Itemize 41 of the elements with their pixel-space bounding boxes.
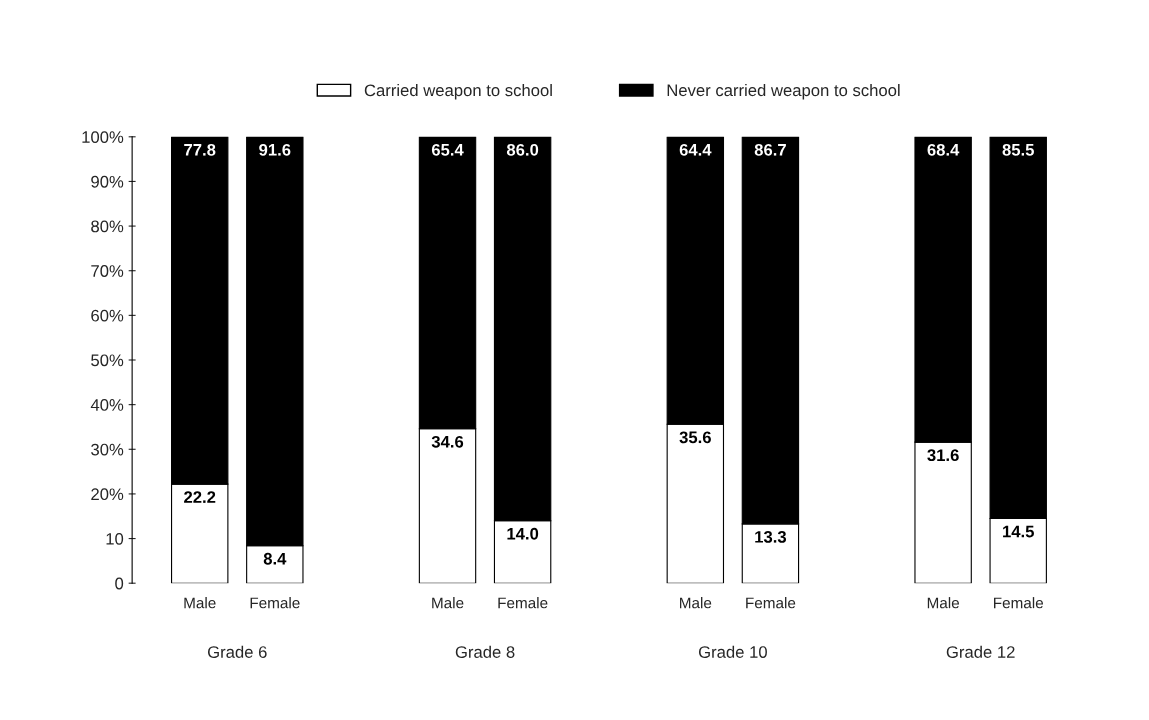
y-tick-label: 100%: [82, 131, 124, 143]
x-tick-label: Male: [432, 597, 464, 609]
data-label: 34.6: [431, 435, 464, 448]
y-tick-label: 0: [115, 577, 124, 590]
y-tick-label: 40%: [90, 399, 124, 411]
data-label: 22.2: [184, 491, 216, 503]
x-tick-label: Male: [184, 597, 216, 609]
text: Grade 12: [946, 645, 1015, 658]
x-tick-label: Female: [250, 597, 300, 609]
data-label: 65.4: [431, 143, 464, 156]
data-label: 86.7: [754, 143, 786, 156]
y-tick-label: 20%: [91, 488, 124, 501]
data-label: 13.3: [755, 530, 787, 543]
x-tick-label: Female: [994, 597, 1044, 609]
y-tick-label: 30%: [91, 443, 124, 456]
data-label: 31.6: [927, 449, 959, 462]
y-tick-label: 50%: [91, 354, 124, 367]
data-label: 91.6: [259, 143, 291, 156]
x-tick-label: Male: [680, 597, 712, 609]
y-tick-label: 10: [106, 532, 124, 545]
data-label: 68.4: [927, 143, 960, 156]
x-tick-label: Female: [498, 597, 548, 609]
y-tick-label: 60%: [91, 309, 124, 322]
data-label: 14.0: [507, 527, 539, 540]
data-label: 64.4: [679, 143, 712, 156]
data-label: 86.0: [506, 143, 539, 156]
legend-label: Never carried weapon to school: [667, 83, 900, 100]
data-label: 77.8: [184, 143, 216, 156]
y-tick-label: 70%: [91, 265, 124, 277]
data-label: 8.4: [263, 552, 287, 565]
legend-label: Carried weapon to school: [364, 83, 552, 100]
data-label: 14.5: [1003, 525, 1034, 538]
text: Grade 6: [207, 645, 267, 658]
data-label: 85.5: [1002, 143, 1034, 156]
text: Grade 10: [698, 645, 767, 658]
y-tick-label: 90%: [91, 175, 124, 188]
x-tick-label: Female: [746, 597, 796, 609]
y-tick-label: 80%: [91, 220, 124, 233]
x-tick-label: Male: [927, 597, 960, 609]
text: Grade 8: [455, 645, 515, 658]
data-label: 35.6: [679, 431, 711, 444]
